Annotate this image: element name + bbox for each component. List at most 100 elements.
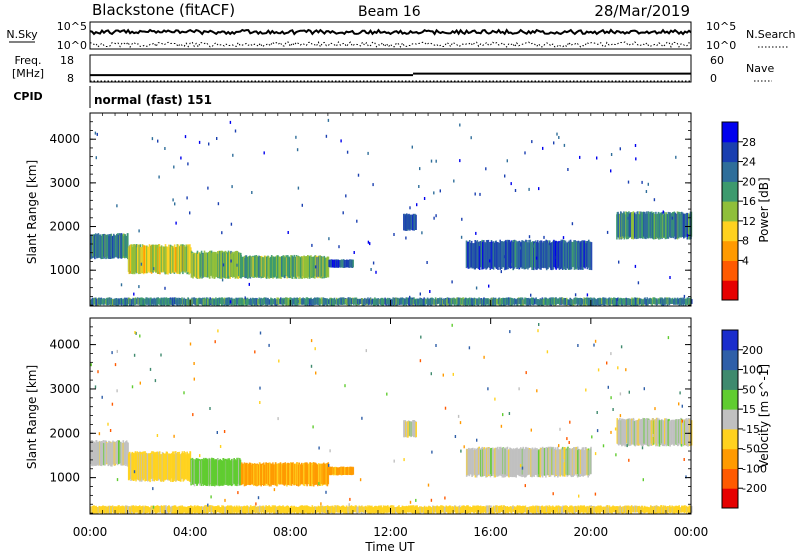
colorbar-segment: [722, 181, 738, 202]
data-cell: [192, 459, 195, 485]
x-tick-label: 00:00: [674, 525, 709, 539]
data-cell: [506, 450, 509, 476]
scatter-point: [423, 197, 426, 200]
scatter-point: [139, 334, 141, 338]
data-cell: [120, 233, 123, 259]
scatter-point: [369, 242, 371, 246]
data-cell: [107, 235, 109, 259]
scatter-point: [429, 290, 431, 293]
data-cell: [113, 506, 116, 513]
scatter-point: [488, 284, 490, 288]
scatter-point: [479, 192, 481, 196]
data-cell: [415, 506, 417, 514]
scatter-point: [301, 203, 303, 207]
data-cell: [332, 506, 334, 514]
data-cell: [186, 507, 188, 514]
data-cell: [255, 255, 258, 278]
scatter-point: [328, 463, 330, 467]
data-cell: [467, 299, 470, 305]
data-cell: [116, 440, 119, 466]
data-cell: [146, 297, 149, 304]
data-cell: [308, 299, 311, 306]
data-cell: [271, 464, 273, 484]
data-cell: [655, 505, 658, 514]
data-cell: [567, 507, 570, 513]
scatter-point: [558, 444, 560, 448]
scatter-point: [152, 505, 155, 509]
data-cell: [239, 297, 241, 306]
scatter-point: [606, 230, 609, 234]
data-cell: [301, 462, 303, 485]
data-cell: [422, 507, 424, 513]
data-cell: [578, 298, 580, 305]
data-cell: [514, 506, 516, 514]
colorbar-tick-label: 200: [742, 344, 763, 357]
scatter-point: [524, 484, 526, 488]
data-cell: [586, 241, 589, 270]
data-cell: [576, 242, 578, 270]
data-cell: [241, 257, 244, 278]
data-cell: [560, 241, 563, 269]
data-cell: [522, 449, 525, 477]
data-cell: [318, 463, 320, 485]
data-cell: [550, 297, 553, 305]
velocity-y-axis: 1000 2000 3000 4000: [49, 317, 691, 514]
data-cell: [405, 422, 408, 438]
data-cell: [655, 211, 657, 239]
data-cell: [485, 240, 488, 270]
data-cell: [668, 213, 670, 237]
scatter-point: [189, 211, 191, 215]
data-cell: [181, 451, 184, 479]
data-cell: [135, 505, 137, 513]
scatter-point: [344, 384, 346, 388]
data-cell: [205, 252, 207, 277]
data-cell: [569, 505, 571, 514]
data-cell: [486, 505, 488, 513]
data-cell: [385, 506, 387, 513]
data-cell: [623, 298, 625, 305]
data-cell: [90, 234, 92, 260]
data-cell: [380, 505, 383, 514]
data-cell: [492, 241, 495, 270]
scatter-point: [444, 406, 447, 410]
data-cell: [414, 215, 416, 230]
data-cell: [682, 419, 685, 447]
data-cell: [639, 298, 641, 304]
scatter-point: [411, 145, 413, 149]
data-cell: [642, 417, 644, 447]
data-cell: [475, 298, 477, 305]
data-cell: [537, 506, 539, 513]
data-cell: [137, 298, 140, 305]
data-cell: [327, 506, 330, 514]
scatter-point: [457, 414, 460, 418]
scatter-point: [318, 446, 320, 450]
data-cell: [261, 505, 264, 512]
colorbar-tick-label: -50: [742, 443, 760, 456]
scatter-point: [606, 361, 608, 365]
data-cell: [512, 242, 515, 270]
data-cell: [570, 448, 573, 478]
data-cell: [411, 421, 413, 437]
scatter-point: [460, 449, 462, 453]
data-cell: [91, 506, 94, 514]
data-cell: [390, 299, 393, 306]
data-cell: [658, 212, 660, 240]
data-cell: [177, 452, 179, 481]
data-cell: [197, 507, 199, 513]
nave-label: Nave: [746, 62, 774, 75]
noise-traces: [89, 28, 692, 49]
data-cell: [281, 463, 283, 484]
data-cell: [583, 505, 585, 512]
data-cell: [637, 214, 640, 237]
scatter-point: [552, 492, 554, 496]
data-cell: [195, 507, 197, 514]
data-cell: [576, 297, 579, 306]
colorbar-tick-label: 28: [742, 136, 756, 149]
scatter-point: [476, 438, 478, 442]
data-cell: [249, 462, 252, 486]
scatter-point: [244, 296, 246, 300]
data-cell: [675, 213, 678, 239]
scatter-point: [327, 118, 330, 122]
data-cell: [205, 297, 208, 306]
data-cell: [339, 260, 341, 268]
